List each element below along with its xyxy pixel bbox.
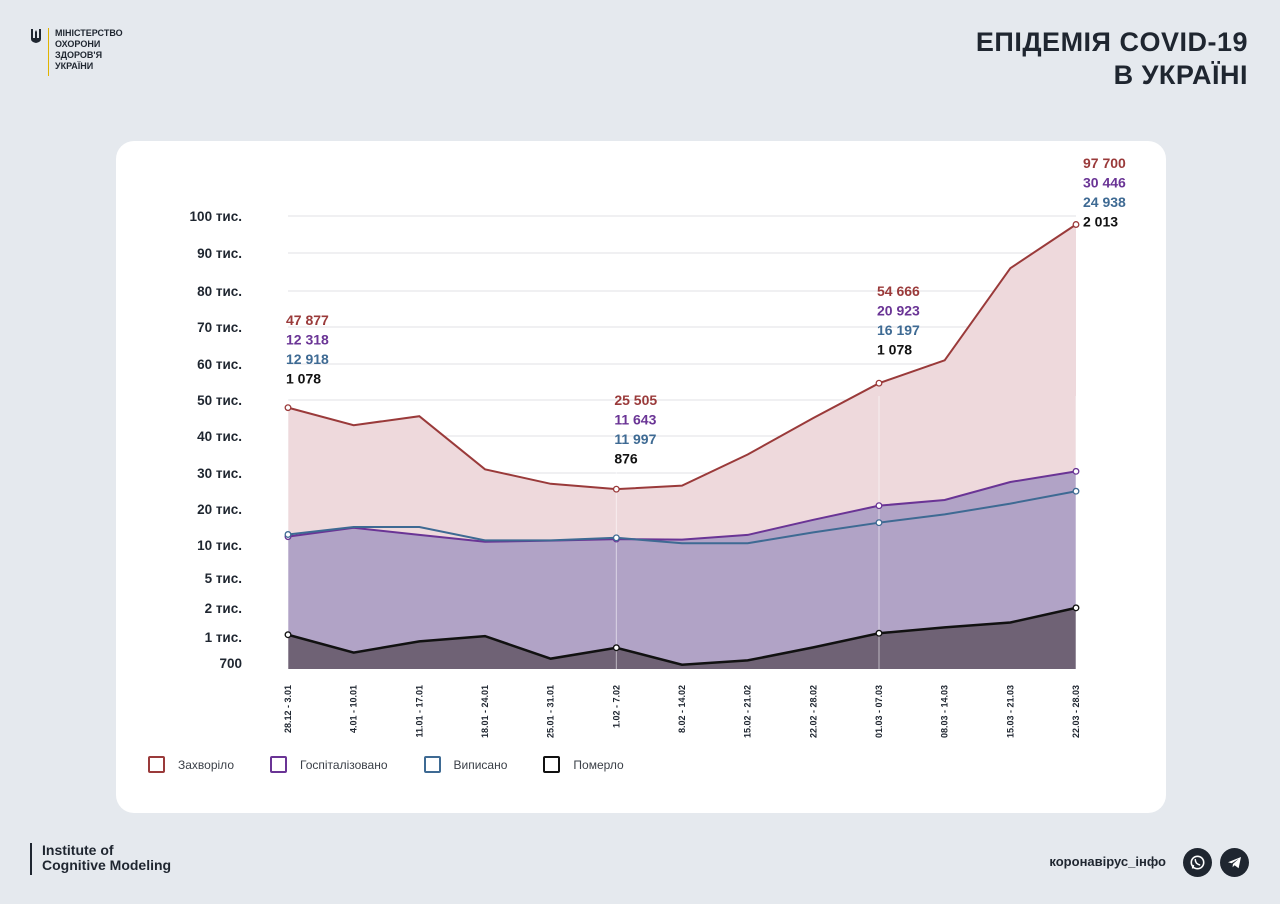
died-point bbox=[875, 629, 883, 637]
telegram-glyph bbox=[1228, 857, 1241, 869]
infected-point bbox=[875, 379, 883, 387]
y-tick-label: 2 тис. bbox=[205, 601, 242, 616]
hospitalized-line bbox=[287, 470, 1077, 543]
data-label: 1 078 bbox=[286, 371, 321, 387]
x-tick-label: 1.02 - 7.02 bbox=[611, 685, 621, 728]
died-point bbox=[284, 631, 292, 639]
y-tick-label: 5 тис. bbox=[205, 571, 242, 586]
y-tick-label: 1 тис. bbox=[205, 630, 242, 645]
data-label: 876 bbox=[614, 451, 638, 467]
data-label: 12 918 bbox=[286, 351, 329, 367]
data-label: 1 078 bbox=[877, 342, 912, 358]
viber-glyph bbox=[1190, 855, 1205, 870]
ministry-name: МІНІСТЕРСТВО ОХОРОНИ ЗДОРОВ'Я УКРАЇНИ bbox=[55, 28, 123, 71]
data-label: 47 877 bbox=[286, 312, 329, 328]
infected-point bbox=[612, 485, 620, 493]
legend-item-hospitalized: Госпіталізовано bbox=[270, 756, 388, 773]
institute-divider bbox=[30, 843, 32, 875]
legend-label-died: Померло bbox=[573, 757, 624, 772]
discharged-point bbox=[875, 519, 883, 527]
website-link[interactable]: коронавірус_інфо bbox=[1049, 854, 1166, 869]
y-tick-label: 40 тис. bbox=[197, 429, 242, 444]
legend-label-discharged: Виписано bbox=[453, 757, 508, 772]
ministry-logo: МІНІСТЕРСТВО ОХОРОНИ ЗДОРОВ'Я УКРАЇНИ bbox=[30, 28, 123, 76]
institute-logo: Institute of Cognitive Modeling bbox=[30, 843, 171, 875]
discharged-point bbox=[612, 534, 620, 542]
x-tick-label: 01.03 - 07.03 bbox=[874, 685, 884, 738]
hospitalized-point bbox=[875, 502, 883, 510]
data-label: 16 197 bbox=[877, 322, 920, 338]
x-tick-label: 25.01 - 31.01 bbox=[546, 685, 556, 738]
title-line-2: В УКРАЇНІ bbox=[1113, 60, 1248, 90]
legend-item-died: Померло bbox=[543, 756, 624, 773]
y-tick-label: 700 bbox=[219, 656, 242, 671]
legend-item-discharged: Виписано bbox=[423, 756, 508, 773]
x-tick-label: 15.02 - 21.02 bbox=[743, 685, 753, 738]
legend-swatch-hospitalized bbox=[270, 756, 287, 773]
y-tick-label: 80 тис. bbox=[197, 284, 242, 299]
data-label: 25 505 bbox=[614, 392, 657, 408]
y-tick-label: 30 тис. bbox=[197, 466, 242, 481]
y-tick-label: 20 тис. bbox=[197, 502, 242, 517]
infected-point bbox=[1072, 221, 1080, 228]
data-label: 12 318 bbox=[286, 332, 329, 348]
legend-swatch-discharged bbox=[423, 756, 441, 773]
y-tick-label: 100 тис. bbox=[190, 209, 242, 224]
hospitalized-point bbox=[1072, 467, 1080, 475]
title-line-1: ЕПІДЕМІЯ COVID-19 bbox=[975, 27, 1248, 57]
covid-area-chart: 100 тис. 90 тис. 80 тис. 70 тис. 60 тис. 50 т… bbox=[190, 155, 1126, 738]
data-label: 30 446 bbox=[1083, 175, 1126, 191]
data-label: 20 923 bbox=[877, 303, 920, 319]
x-tick-label: 22.02 - 28.02 bbox=[808, 685, 818, 738]
y-tick-label: 10 тис. bbox=[197, 538, 242, 553]
data-label: 97 700 bbox=[1083, 155, 1126, 171]
discharged-line bbox=[287, 490, 1077, 545]
infected-line bbox=[287, 223, 1077, 491]
chart-card: 100 тис. 90 тис. 80 тис. 70 тис. 60 тис. 50 т… bbox=[116, 141, 1166, 813]
page-title: ЕПІДЕМІЯ COVID-19 В УКРАЇНІ bbox=[976, 26, 1248, 92]
data-label: 54 666 bbox=[877, 283, 920, 299]
y-tick-label: 70 тис. bbox=[197, 320, 242, 335]
legend-label-hospitalized: Госпіталізовано bbox=[300, 757, 388, 772]
died-point bbox=[1072, 604, 1080, 612]
x-tick-label: 11.01 - 17.01 bbox=[414, 685, 424, 738]
legend-swatch-died bbox=[543, 756, 561, 773]
legend-label-infected: Захворіло bbox=[178, 757, 234, 772]
data-label: 11 643 bbox=[614, 412, 656, 428]
died-line bbox=[287, 606, 1077, 666]
x-tick-label: 28.12 - 3.01 bbox=[283, 685, 293, 733]
institute-name: Institute of Cognitive Modeling bbox=[42, 842, 172, 873]
data-label: 11 997 bbox=[614, 431, 656, 447]
discharged-point bbox=[1072, 487, 1080, 495]
y-tick-label: 50 тис. bbox=[197, 393, 242, 408]
ministry-divider bbox=[48, 28, 49, 76]
discharged-point bbox=[284, 531, 292, 538]
x-tick-label: 4.01 - 10.01 bbox=[349, 685, 359, 733]
x-tick-label: 08.03 - 14.03 bbox=[940, 685, 950, 738]
y-tick-label: 60 тис. bbox=[197, 357, 242, 372]
x-tick-label: 15.03 - 21.03 bbox=[1005, 685, 1015, 738]
data-label: 24 938 bbox=[1083, 194, 1126, 210]
chart-legend: Захворіло Госпіталізовано Виписано Помер… bbox=[148, 756, 660, 773]
viber-icon[interactable] bbox=[1183, 848, 1212, 877]
y-tick-label: 90 тис. bbox=[197, 246, 242, 261]
died-point bbox=[612, 644, 620, 652]
x-tick-label: 8.02 - 14.02 bbox=[677, 685, 687, 733]
legend-swatch-infected bbox=[148, 756, 165, 773]
x-tick-label: 18.01 - 24.01 bbox=[480, 685, 490, 738]
infected-point bbox=[284, 404, 292, 412]
x-tick-label: 22.03 - 28.03 bbox=[1071, 685, 1081, 738]
legend-item-infected: Захворіло bbox=[148, 756, 234, 773]
telegram-icon[interactable] bbox=[1220, 848, 1249, 877]
data-label: 2 013 bbox=[1083, 214, 1118, 230]
trident-icon bbox=[31, 29, 41, 43]
